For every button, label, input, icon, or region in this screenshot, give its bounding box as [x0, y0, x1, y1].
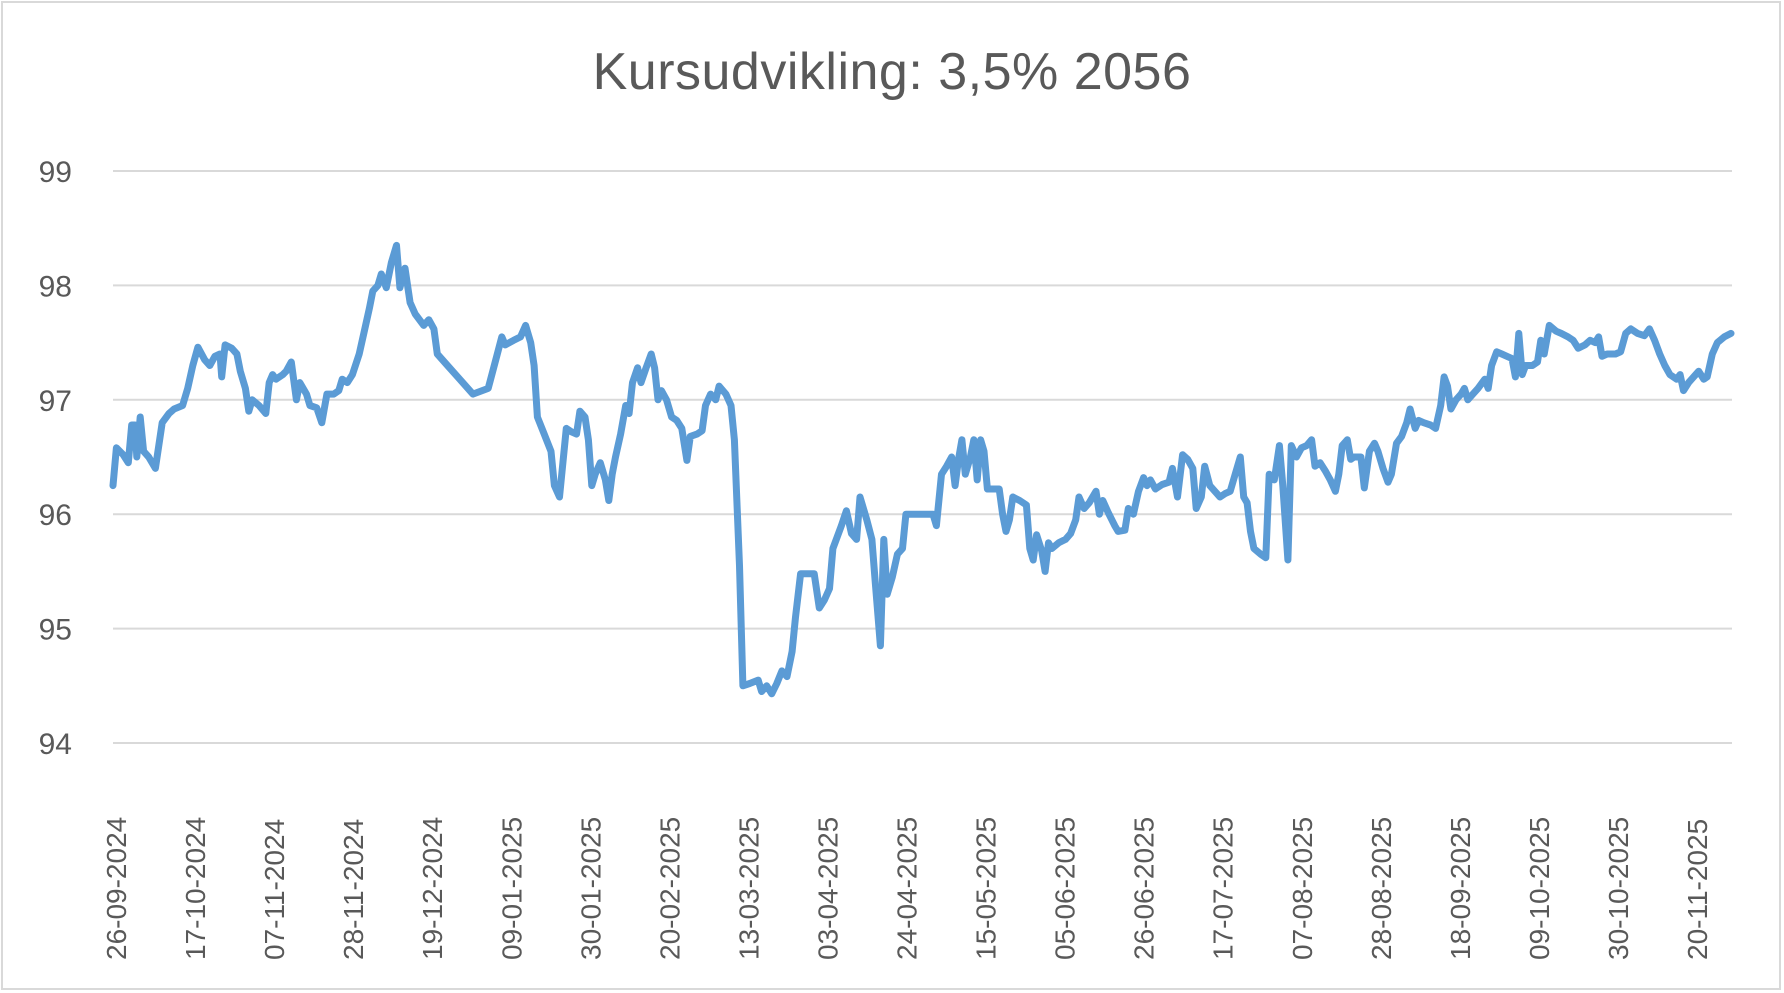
x-tick-label: 30-01-2025 — [575, 817, 606, 960]
y-tick-label: 96 — [39, 499, 72, 532]
x-tick-label: 09-01-2025 — [496, 817, 527, 960]
gridlines — [113, 170, 1732, 744]
y-tick-label: 94 — [39, 728, 72, 761]
y-tick-label: 95 — [39, 614, 72, 647]
x-tick-label: 17-10-2024 — [180, 817, 211, 960]
x-tick-label: 07-11-2024 — [259, 819, 290, 960]
y-tick-label: 99 — [39, 156, 72, 189]
x-axis-tick-labels: 26-09-2024 17-10-2024 07-11-2024 28-11-2024… — [101, 817, 1713, 960]
x-tick-label: 17-07-2025 — [1208, 817, 1239, 960]
x-tick-label: 19-12-2024 — [417, 817, 448, 960]
price-series-line — [109, 241, 1735, 698]
x-tick-label: 28-11-2024 — [338, 819, 369, 960]
x-tick-label: 13-03-2025 — [733, 817, 764, 960]
x-tick-label: 28-08-2025 — [1366, 817, 1397, 960]
x-tick-label: 26-09-2024 — [101, 817, 132, 960]
x-tick-label: 15-05-2025 — [971, 817, 1002, 960]
x-tick-label: 03-04-2025 — [812, 817, 843, 960]
x-tick-label: 26-06-2025 — [1129, 817, 1160, 960]
x-tick-label: 20-11-2025 — [1682, 819, 1713, 960]
y-tick-label: 98 — [39, 270, 72, 303]
x-tick-label: 09-10-2025 — [1524, 817, 1555, 960]
x-tick-label: 07-08-2025 — [1287, 817, 1318, 960]
x-tick-label: 20-02-2025 — [654, 817, 685, 960]
y-tick-label: 97 — [39, 385, 72, 418]
x-tick-label: 18-09-2025 — [1445, 817, 1476, 960]
x-tick-label: 30-10-2025 — [1603, 817, 1634, 960]
chart-title: Kursudvikling: 3,5% 2056 — [592, 43, 1192, 101]
y-axis-tick-labels: 94 95 96 97 98 99 — [39, 156, 72, 761]
x-tick-label: 24-04-2025 — [892, 817, 923, 960]
x-tick-label: 05-06-2025 — [1050, 817, 1081, 960]
